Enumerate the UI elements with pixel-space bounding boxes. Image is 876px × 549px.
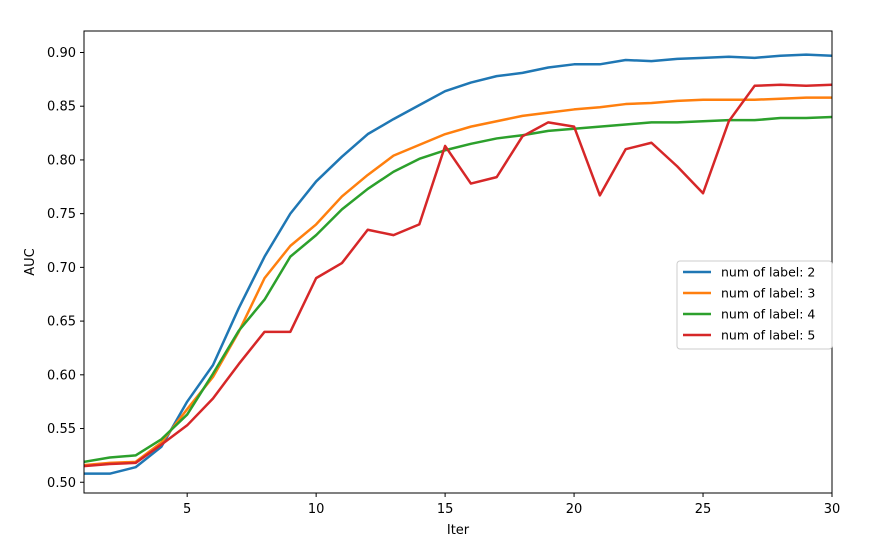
- x-tick-label: 10: [308, 502, 325, 517]
- legend-label: num of label: 2: [721, 265, 815, 280]
- x-axis: 5 10 15 20 25 30: [183, 493, 840, 517]
- y-tick-label: 0.50: [47, 476, 76, 491]
- series-layer: [84, 53, 832, 475]
- y-tick-label: 0.70: [47, 261, 76, 276]
- y-tick-label: 0.90: [47, 46, 76, 61]
- series-line-1: [84, 53, 832, 475]
- x-tick-label: 25: [695, 502, 712, 517]
- y-tick-label: 0.80: [47, 153, 76, 168]
- legend-box: [676, 260, 833, 350]
- y-tick-label: 0.55: [47, 422, 76, 437]
- y-tick-label: 0.60: [47, 368, 76, 383]
- x-tick-label: 15: [437, 502, 454, 517]
- series-line-4: [84, 83, 832, 468]
- y-axis-label: AUC: [23, 248, 38, 276]
- x-tick-label: 30: [824, 502, 841, 517]
- y-tick-label: 0.75: [47, 207, 76, 222]
- y-axis: 0.50 0.55 0.60 0.65 0.70 0.75 0.80 0.85 0.90: [47, 46, 84, 491]
- y-tick-label: 0.65: [47, 315, 76, 330]
- series-line-3: [84, 115, 832, 464]
- legend-label: num of label: 5: [721, 328, 815, 343]
- x-axis-label: Iter: [447, 523, 470, 538]
- legend-label: num of label: 3: [721, 286, 815, 301]
- x-tick-label: 20: [566, 502, 583, 517]
- legend-label: num of label: 4: [721, 307, 815, 322]
- x-tick-label: 5: [183, 502, 191, 517]
- y-tick-label: 0.85: [47, 100, 76, 115]
- legend: num of label: 2 num of label: 3 num of lab…: [676, 260, 833, 350]
